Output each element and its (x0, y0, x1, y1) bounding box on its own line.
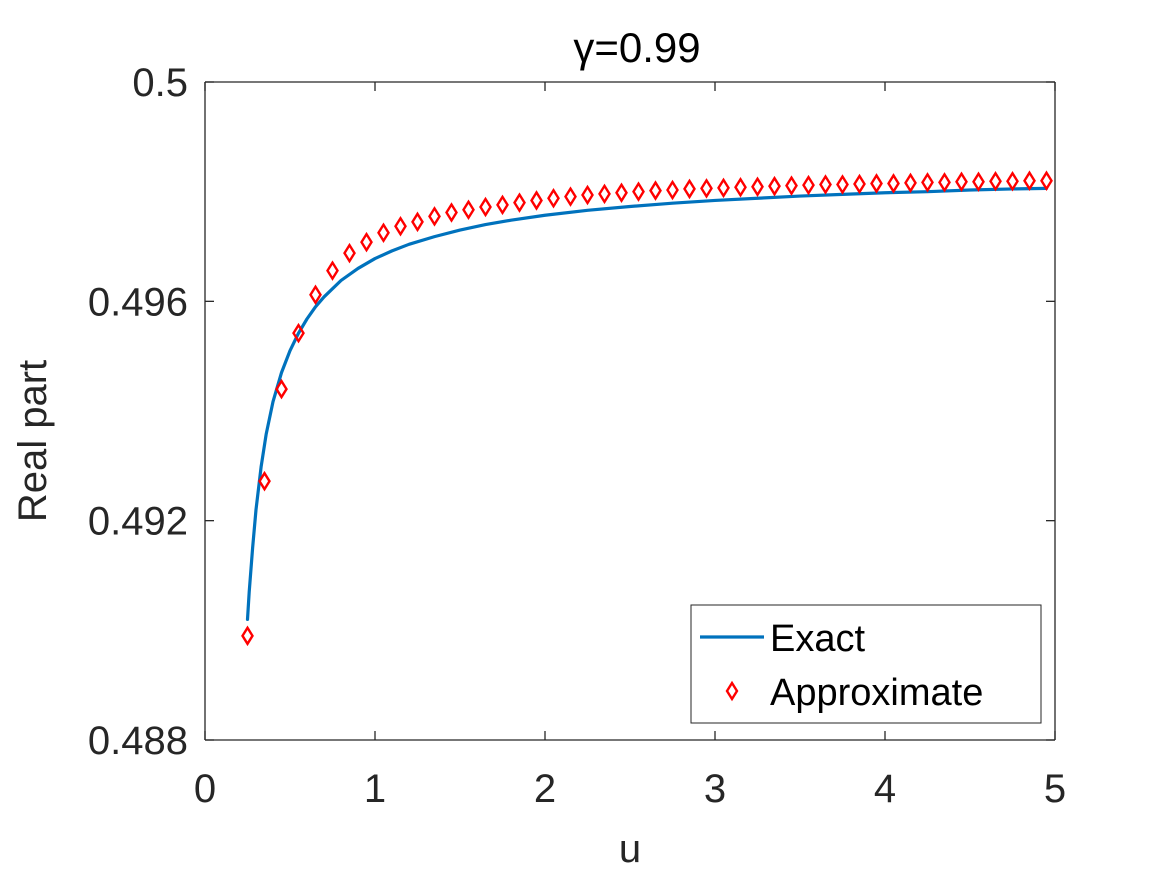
x-tick-label: 4 (874, 767, 896, 811)
data-point-approximate (581, 184, 594, 206)
y-tick-label: 0.5 (132, 61, 188, 105)
series-line-exact (245, 186, 1049, 621)
data-point-approximate (785, 175, 798, 196)
data-point-approximate (955, 171, 968, 193)
x-axis-label: u (619, 827, 641, 871)
data-point-approximate (513, 192, 526, 213)
data-point-approximate (377, 222, 390, 244)
data-point-approximate (649, 180, 662, 201)
data-point-approximate (615, 182, 628, 204)
data-point-approximate (258, 470, 271, 492)
data-point-approximate (530, 190, 543, 211)
data-point-approximate (802, 174, 815, 196)
data-point-approximate (921, 172, 934, 193)
legend-box (690, 604, 1042, 724)
data-point-approximate (394, 215, 407, 237)
data-point-approximate (343, 242, 356, 264)
data-point-approximate (836, 174, 849, 195)
legend-diamond-swatch (725, 680, 739, 702)
y-tick-label: 0.492 (88, 500, 188, 544)
data-point-approximate (462, 199, 475, 221)
data-point-approximate (564, 186, 577, 207)
legend-label-approximate: Approximate (770, 672, 983, 714)
data-point-approximate (853, 173, 866, 195)
data-point-approximate (428, 206, 441, 227)
data-point-approximate (309, 284, 322, 306)
data-point-approximate (479, 196, 492, 218)
data-point-approximate (717, 177, 730, 199)
data-point-approximate (938, 172, 951, 193)
x-tick-label: 0 (194, 767, 216, 811)
data-point-approximate (666, 179, 679, 201)
x-tick-label: 2 (534, 767, 556, 811)
data-point-approximate (275, 378, 288, 400)
chart-title: γ=0.99 (573, 24, 700, 71)
data-point-approximate (887, 173, 900, 194)
data-point-approximate (870, 173, 883, 194)
data-point-approximate (1006, 170, 1019, 192)
data-point-approximate (632, 181, 645, 202)
data-point-approximate (972, 171, 985, 193)
data-point-approximate (411, 211, 424, 233)
x-tick-label: 1 (364, 767, 386, 811)
data-point-approximate (326, 260, 339, 281)
data-point-approximate (241, 625, 254, 647)
x-tick-label: 3 (704, 767, 726, 811)
ticks: 0 1 2 3 4 5 0.488 0.492 0.496 0.5 (88, 61, 1066, 811)
legend-label-exact: Exact (770, 618, 865, 660)
data-point-approximate (292, 322, 305, 344)
axes (204, 81, 1056, 741)
data-point-approximate (496, 194, 509, 216)
data-point-approximate (751, 176, 764, 197)
data-point-approximate (547, 187, 560, 209)
data-point-approximate (598, 183, 611, 205)
x-tick-label: 5 (1044, 767, 1066, 811)
data-point-approximate (1023, 170, 1036, 191)
y-tick-label: 0.496 (88, 280, 188, 324)
data-point-approximate (904, 172, 917, 194)
data-point-approximate (445, 202, 458, 223)
legend: Exact Approximate (690, 604, 1042, 724)
data-point-approximate (819, 174, 832, 195)
data-point-approximate (360, 231, 373, 253)
data-point-approximate (768, 175, 781, 197)
data-point-approximate (734, 177, 747, 198)
data-point-approximate (989, 170, 1002, 192)
data-point-approximate (1040, 170, 1053, 191)
series-layer (241, 170, 1053, 647)
y-axis-label: Real part (11, 360, 55, 522)
data-point-approximate (683, 178, 696, 200)
data-point-approximate (700, 178, 713, 199)
y-tick-label: 0.488 (88, 719, 188, 763)
